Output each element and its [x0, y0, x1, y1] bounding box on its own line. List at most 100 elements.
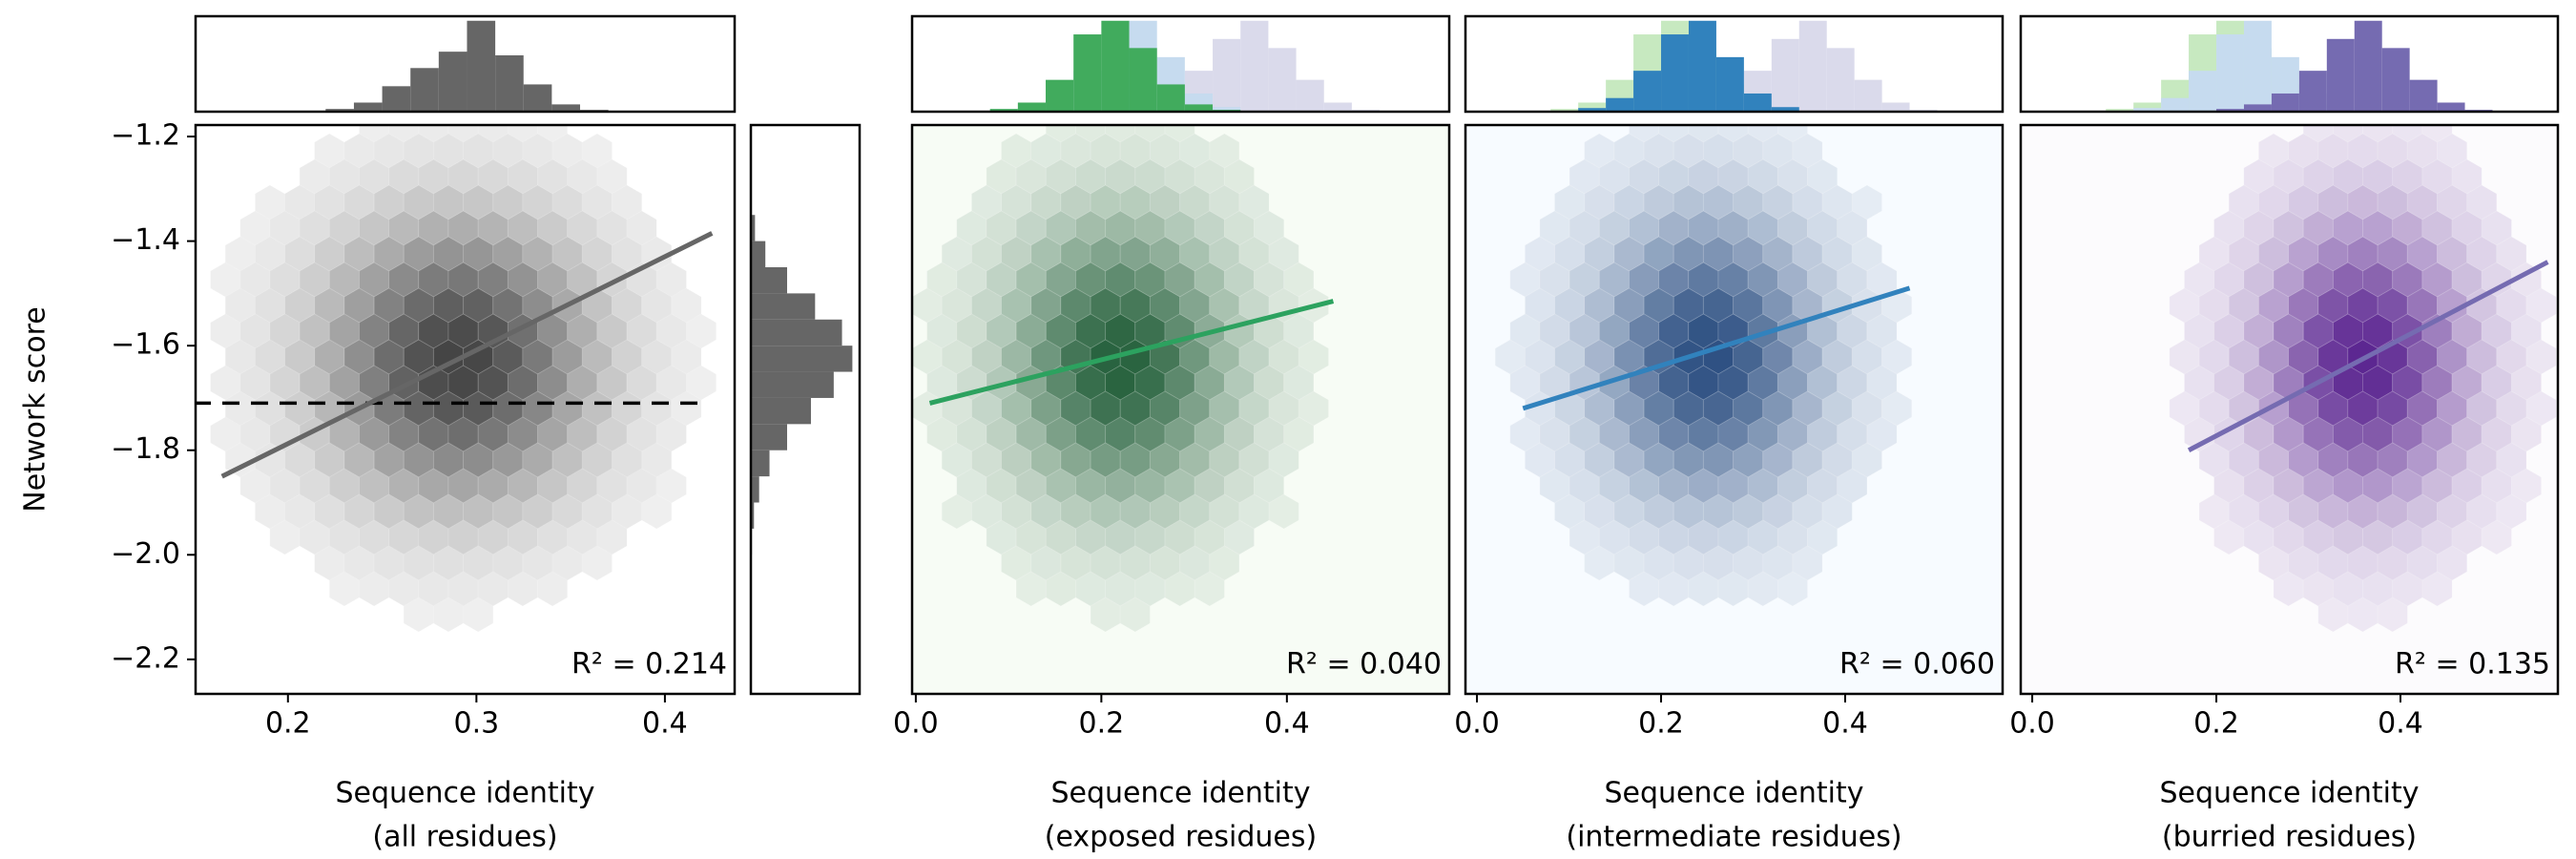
x-tick-label: 0.2 [1638, 707, 1684, 741]
hexbin-cell [2496, 442, 2527, 478]
x-axis-label: Sequence identity [336, 777, 595, 810]
hexbin-cell [970, 236, 1002, 272]
histogram-frame [2019, 14, 2560, 114]
hexbin-cell [2198, 236, 2230, 272]
hexbin-cell [1254, 262, 1285, 298]
histogram-bar [1017, 102, 1047, 112]
hexbin-cell [626, 468, 657, 504]
histogram-bar [1771, 107, 1799, 112]
histogram-bar [2133, 102, 2162, 112]
hexbin-cell [2198, 390, 2230, 427]
histogram-bar [2409, 79, 2438, 112]
hexbin-cell [2332, 125, 2363, 143]
hexbin-cell [1164, 158, 1195, 195]
hexbin-cell [254, 287, 285, 324]
hexbin-cell [432, 597, 465, 633]
hexbin-cell [492, 133, 524, 169]
hexbin-cell [1524, 442, 1555, 478]
hexbin-cell [551, 133, 583, 169]
hexbin-cell [2437, 545, 2468, 581]
hexbin-cell [2273, 158, 2304, 195]
hexbin-cell [1194, 158, 1225, 195]
hexbin-cell [269, 210, 301, 246]
x-axis-label: (exposed residues) [1045, 821, 1317, 854]
hexbin-cell [224, 236, 256, 272]
hexbin-cell [1702, 545, 1735, 581]
hexbin-cell [1149, 545, 1181, 581]
hexbin-cell [1688, 158, 1719, 195]
hexbin-cell [1524, 287, 1555, 324]
hexbin-cell [1762, 493, 1794, 530]
hexbin-cell [1298, 390, 1329, 427]
hexbin-cell [2510, 313, 2543, 349]
hexbin-cell [403, 545, 434, 581]
hexbin-cell [612, 236, 643, 272]
hexbin-cell [2451, 158, 2483, 195]
hexbin-cell [1613, 545, 1645, 581]
hexbin-cell [2481, 468, 2512, 504]
hexbin-cell [1762, 442, 1794, 478]
hexbin-cell [1717, 416, 1749, 452]
histogram-bar [325, 109, 354, 112]
hexbin-cell [1283, 365, 1315, 401]
hexbin-cell [328, 571, 360, 607]
regression-line [220, 231, 714, 479]
top-histogram [297, 20, 609, 112]
hexbin-cell [2437, 442, 2468, 478]
hexbin-cell [1672, 493, 1704, 530]
hexbin-cell [284, 236, 316, 272]
hexbin-cell [2243, 313, 2275, 349]
hexbin-cell [2288, 442, 2319, 478]
hexbin-cell [1209, 493, 1240, 530]
hexbin-cell [254, 339, 285, 375]
hexbin-cell [1807, 210, 1839, 246]
histogram-bar [1213, 38, 1241, 112]
hexbin-cell [1821, 493, 1853, 530]
hexbin-cell [1149, 133, 1181, 169]
x-axis-label: Sequence identity [2160, 777, 2420, 810]
hexbin-cell [1717, 158, 1749, 195]
hexbin-cell [1733, 442, 1764, 478]
hexbin-cell [1254, 468, 1285, 504]
histogram-bar [2271, 93, 2299, 112]
top-histogram [1523, 20, 1938, 112]
hexbin-cell [2228, 442, 2259, 478]
hexbin-cell [1776, 519, 1808, 555]
hexbin-cell [685, 365, 717, 401]
hexbin-cell [254, 184, 285, 220]
hexbin-cell [1194, 262, 1225, 298]
hexbin-cell [1688, 468, 1719, 504]
hexbin-cell [956, 262, 987, 298]
hexbin-cell [1238, 339, 1270, 375]
histogram-bar [2437, 102, 2465, 112]
hexbin-cell [970, 442, 1002, 478]
hexbin-cell [1075, 158, 1107, 195]
histogram-bar [1771, 38, 1799, 112]
hexbin-cell [1209, 390, 1240, 427]
hexbin-cell [1584, 442, 1615, 478]
hexbin-cell [1090, 493, 1121, 530]
hexbin-cell [1733, 493, 1764, 530]
hexbin-cell [1268, 493, 1299, 530]
hexbin-cell [1747, 210, 1778, 246]
hexbin-cell [1792, 287, 1823, 324]
hexbin-cell [2302, 468, 2334, 504]
plot-area [1494, 125, 1913, 607]
hexbin-cell [1702, 133, 1735, 169]
hexbin-cell [567, 313, 598, 349]
histogram-bar [2243, 104, 2272, 112]
hexbin-cell [373, 184, 405, 220]
histogram-bar [751, 319, 842, 346]
x-tick-label: 0.2 [1079, 707, 1125, 741]
hexbin-cell [359, 468, 390, 504]
histogram-frame [910, 14, 1451, 114]
hexbin-cell [1179, 390, 1211, 427]
hexbin-cell [1807, 262, 1839, 298]
hexbin-cell [1776, 468, 1808, 504]
hexbin-cell [2362, 125, 2394, 143]
hexbin-cell [1807, 158, 1839, 195]
hexbin-cell [2243, 416, 2275, 452]
hexbin-cell [1223, 210, 1255, 246]
hexbin-cell [1209, 545, 1240, 581]
hexbin-cell [314, 184, 345, 220]
